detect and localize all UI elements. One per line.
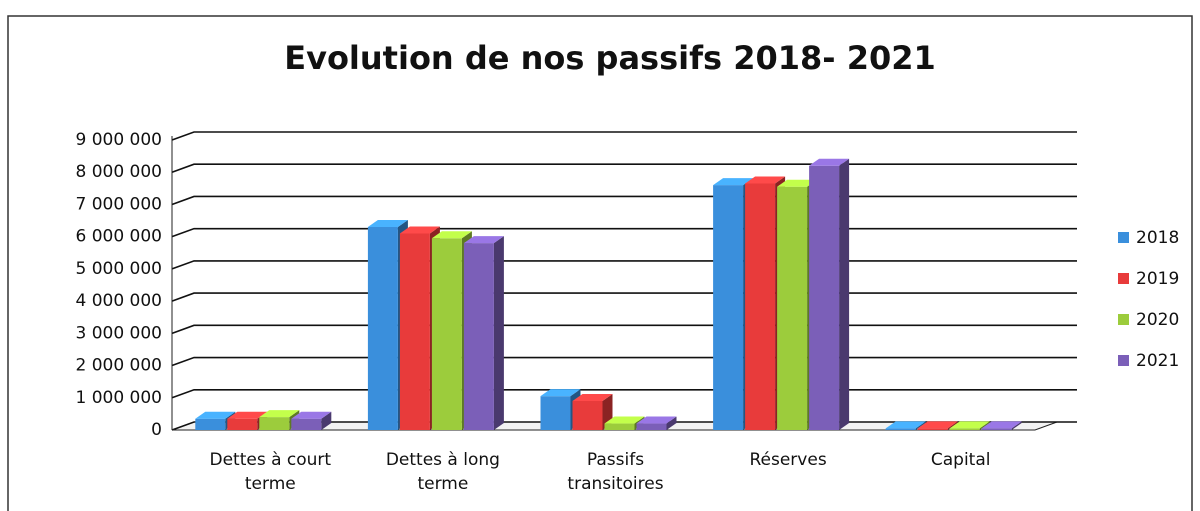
bar [463,236,504,430]
y-tick-label: 9 000 000 [75,130,162,150]
bar [809,158,850,430]
y-tick-label: 7 000 000 [75,194,162,214]
bar-top [949,421,990,429]
y-tick-label: 5 000 000 [75,259,162,279]
bar-top [713,178,754,186]
x-tick-label: Réserves [749,450,827,470]
bar [291,411,332,430]
bar-top [917,421,958,429]
grid-line [171,260,1077,270]
bar-front [227,418,258,430]
bar-top [572,394,613,401]
bar-front [540,396,571,430]
bar-top [540,389,581,397]
bar-front [604,423,635,430]
bar-side [839,158,850,430]
bar [981,421,1022,430]
grid-line [171,195,1077,206]
x-tick-label: Passifs transitoires [567,450,664,494]
bar-front [981,428,1012,430]
bar-top [431,231,472,239]
legend-swatch [1118,273,1129,284]
y-tick-label: 2 000 000 [75,356,162,376]
bar-side [1011,421,1022,430]
grid-line [171,356,1077,367]
bar-front [195,418,226,430]
bar-top [809,158,850,166]
bar-side [493,236,504,430]
legend-label: 2021 [1136,351,1179,371]
frame [7,15,1193,511]
y-tick-label: 1 000 000 [75,388,162,408]
bar [885,421,926,430]
bar-top [636,416,677,424]
bar-top [604,416,645,424]
legend-swatch [1118,355,1129,366]
bar-front [367,227,398,430]
bar-front [917,428,948,430]
bar-side [915,421,926,430]
bar-front [713,185,744,430]
grid-line [171,324,1077,335]
x-tick-label: Dettes à court terme [209,450,332,494]
bar-top [259,410,300,418]
y-tick-label: 6 000 000 [75,227,162,247]
bar-top [195,411,236,419]
bar-front [745,183,776,430]
bar-side [947,421,958,430]
bar-top [981,421,1022,429]
bar-front [572,401,603,430]
grid-line [171,131,1077,141]
grid-line [171,292,1077,302]
chart-title: Evolution de nos passifs 2018- 2021 [284,39,936,77]
x-tick-label: Dettes à long terme [385,450,500,494]
bar-top [777,179,818,187]
bar-top [227,411,268,419]
bar [572,394,613,430]
grid-line [171,163,1077,173]
bar-top [463,236,504,244]
legend-swatch [1118,314,1129,325]
grid-line [171,388,1077,399]
bar [949,421,990,430]
bar [917,421,958,430]
bar-front [777,186,808,430]
bar-front [399,233,430,430]
bar-top [291,411,332,419]
legend-swatch [1118,232,1129,243]
legend-label: 2019 [1136,269,1179,289]
bar [636,416,677,430]
y-tick-label: 3 000 000 [75,323,162,343]
y-tick-label: 0 [151,420,162,440]
bar-front [949,428,980,430]
grid-line [171,227,1077,238]
bar-front [885,428,916,430]
x-tick-label: Capital [930,450,991,470]
bar-front [291,418,322,430]
bar-front [463,243,494,430]
bar-front [809,165,840,430]
legend-label: 2018 [1136,228,1179,248]
y-tick-label: 8 000 000 [75,162,162,182]
bar-side [666,416,677,430]
bar-top [885,421,926,429]
bar-top [367,220,408,227]
bar-top [399,226,440,234]
bar-side [979,421,990,430]
bar-front [431,238,462,430]
bar-front [259,417,290,430]
bar-top [745,176,786,184]
bar-side [321,411,332,430]
legend-label: 2020 [1136,310,1179,330]
bar-front [636,423,667,430]
y-tick-label: 4 000 000 [75,291,162,311]
